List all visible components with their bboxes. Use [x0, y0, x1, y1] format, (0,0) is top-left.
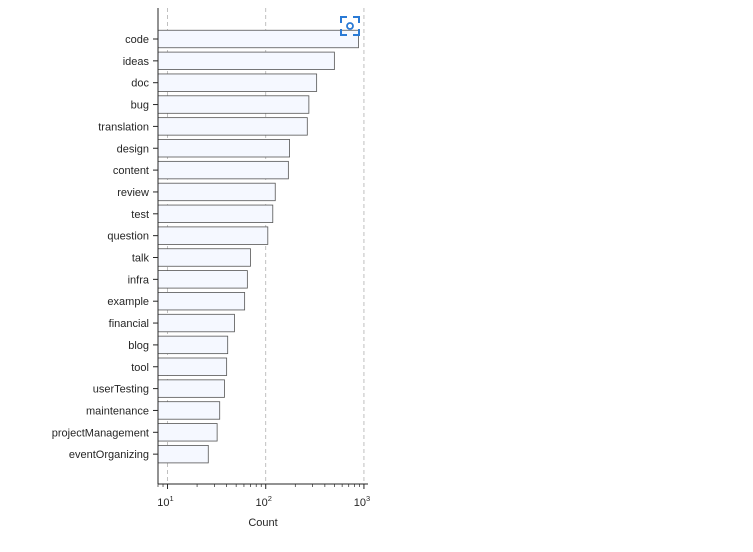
bar-content — [157, 160, 289, 180]
bar-question — [157, 226, 269, 245]
category-label-userTesting: userTesting — [93, 384, 149, 396]
category-label-eventOrganizing: eventOrganizing — [69, 449, 149, 461]
focus-icon[interactable] — [339, 15, 361, 37]
category-label-review: review — [117, 187, 149, 199]
category-label-ideas: ideas — [123, 56, 150, 68]
bar-maintenance — [157, 401, 221, 420]
bar-doc — [157, 73, 318, 92]
bar-design — [157, 139, 290, 158]
bar-infra — [157, 270, 248, 289]
category-label-infra: infra — [128, 274, 150, 286]
bar-test — [157, 204, 274, 223]
category-label-financial: financial — [109, 318, 149, 330]
bar-userTesting — [157, 379, 225, 398]
bar-translation — [157, 117, 308, 136]
bar-talk — [157, 248, 251, 267]
x-tick-label: 103 — [354, 494, 370, 509]
x-axis-title: Count — [248, 517, 277, 529]
bar-projectManagement — [157, 423, 218, 442]
category-labels: code ideas doc bug translation design content r… — [52, 34, 158, 461]
category-label-maintenance: maintenance — [86, 405, 149, 417]
x-ticks: 101 102 103 — [157, 484, 370, 509]
bar-tool — [157, 357, 228, 376]
axes — [157, 8, 368, 485]
bar-eventOrganizing — [157, 444, 209, 464]
x-tick-label: 101 — [157, 494, 173, 509]
category-label-talk: talk — [132, 253, 150, 265]
bar-financial — [157, 313, 235, 333]
category-label-tool: tool — [131, 362, 149, 374]
category-label-translation: translation — [98, 121, 149, 133]
bar-review — [157, 182, 276, 202]
category-label-bug: bug — [131, 100, 149, 112]
bar-example — [157, 292, 246, 311]
bar-code — [157, 29, 359, 49]
bar-blog — [157, 335, 229, 355]
x-tick-label: 102 — [256, 494, 272, 509]
category-label-design: design — [117, 143, 149, 155]
focus-icon-graphic — [340, 16, 360, 36]
category-label-blog: blog — [128, 340, 149, 352]
category-label-question: question — [107, 231, 149, 243]
category-label-doc: doc — [131, 78, 149, 90]
bar-bug — [157, 95, 310, 114]
category-label-code: code — [125, 34, 149, 46]
category-label-projectManagement: projectManagement — [52, 427, 149, 439]
category-label-test: test — [131, 209, 149, 221]
bars — [157, 29, 359, 464]
category-label-example: example — [107, 296, 149, 308]
bar-ideas — [157, 51, 335, 70]
category-label-content: content — [113, 165, 149, 177]
